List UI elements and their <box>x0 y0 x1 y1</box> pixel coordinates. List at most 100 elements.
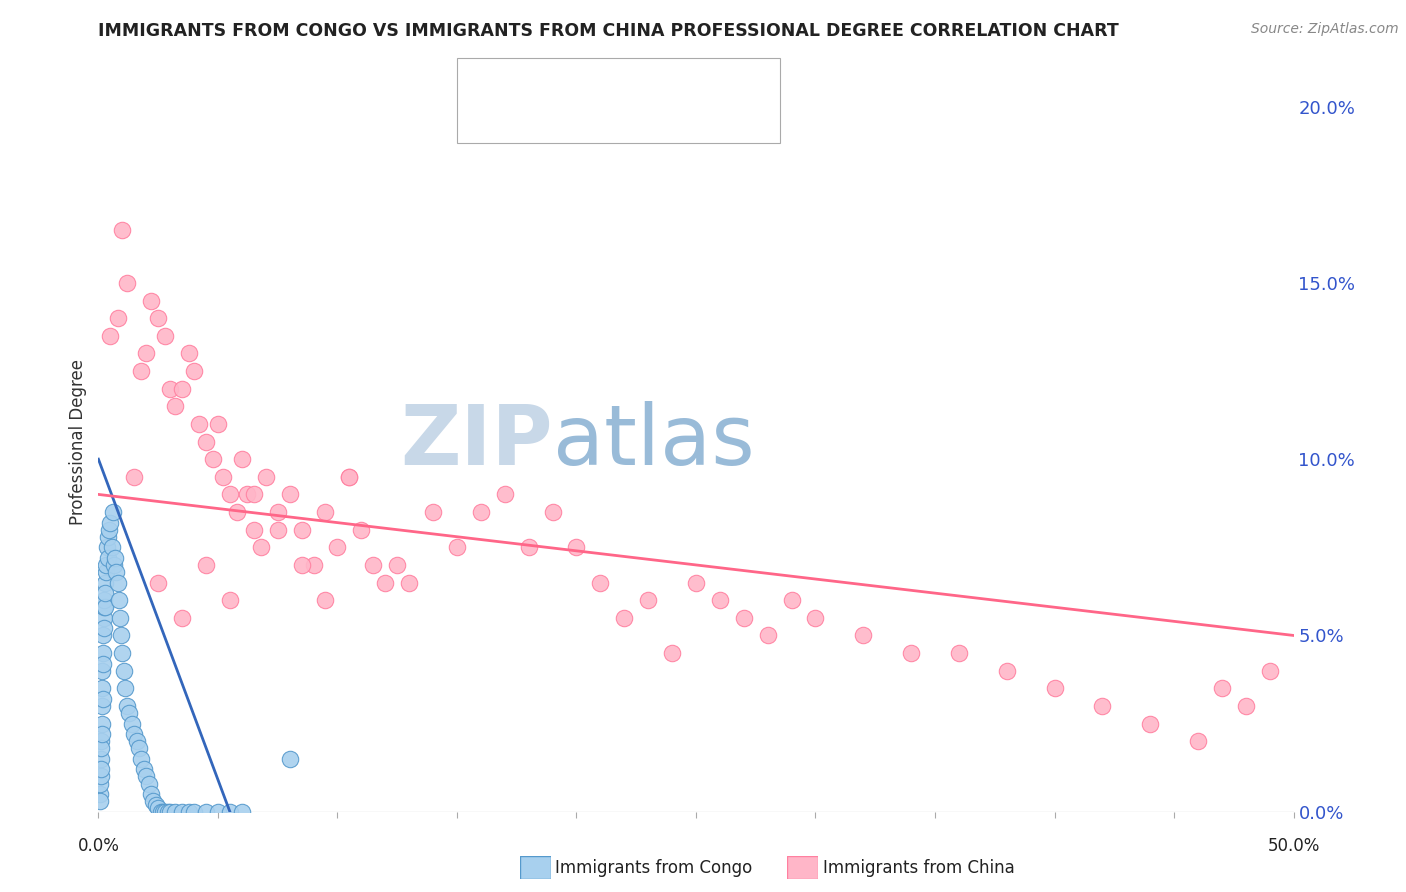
Point <box>139 787 162 801</box>
Point <box>756 628 779 642</box>
Point <box>155 328 177 343</box>
Point <box>995 664 1018 678</box>
Point <box>90 763 112 777</box>
Point <box>172 611 194 625</box>
Point <box>156 805 179 819</box>
Point <box>89 794 111 808</box>
Point <box>94 586 117 600</box>
Point <box>98 523 121 537</box>
Point <box>231 452 253 467</box>
Point <box>226 505 249 519</box>
Point <box>132 763 155 777</box>
Point <box>278 487 301 501</box>
Point <box>91 727 114 741</box>
Point <box>195 434 218 449</box>
Point <box>494 487 516 501</box>
Point <box>254 470 277 484</box>
Point <box>90 769 112 783</box>
Point <box>125 734 148 748</box>
Point <box>94 558 117 572</box>
Point <box>93 575 115 590</box>
Text: N =: N = <box>612 112 651 130</box>
Point <box>131 752 153 766</box>
Text: 0.0%: 0.0% <box>77 837 120 855</box>
Point <box>159 805 181 819</box>
Point <box>900 646 922 660</box>
Point <box>183 364 205 378</box>
Point <box>385 558 409 572</box>
Point <box>148 575 170 590</box>
Point <box>339 470 361 484</box>
Point <box>172 805 194 819</box>
Point <box>90 716 112 731</box>
Point <box>112 664 135 678</box>
Text: atlas: atlas <box>553 401 754 482</box>
Point <box>243 523 266 537</box>
Point <box>94 565 117 579</box>
Y-axis label: Professional Degree: Professional Degree <box>69 359 87 524</box>
Point <box>565 541 588 555</box>
Point <box>1139 716 1161 731</box>
Point <box>115 276 138 290</box>
Point <box>211 470 233 484</box>
Point <box>135 346 157 360</box>
Point <box>107 593 129 607</box>
Text: ZIP: ZIP <box>401 401 553 482</box>
Point <box>148 801 170 815</box>
Point <box>142 794 165 808</box>
Point <box>96 550 118 565</box>
Point <box>1211 681 1233 696</box>
Point <box>94 600 117 615</box>
Point <box>350 523 373 537</box>
Point <box>100 541 122 555</box>
Point <box>105 565 128 579</box>
Point <box>128 741 150 756</box>
Point <box>118 706 141 720</box>
Point <box>163 805 186 819</box>
Point <box>267 523 290 537</box>
Point <box>98 328 122 343</box>
Point <box>89 787 111 801</box>
Point <box>131 364 153 378</box>
Point <box>93 657 115 671</box>
Text: -0.305: -0.305 <box>543 78 607 96</box>
Point <box>103 558 125 572</box>
Point <box>685 575 707 590</box>
Point <box>363 558 385 572</box>
Point <box>1234 698 1257 713</box>
Point <box>1258 664 1281 678</box>
Point <box>637 593 659 607</box>
Point <box>195 558 218 572</box>
Point <box>163 399 186 413</box>
Point <box>613 611 636 625</box>
Point <box>1187 734 1209 748</box>
Point <box>517 541 540 555</box>
Point <box>202 452 225 467</box>
Point <box>948 646 970 660</box>
Point <box>470 505 492 519</box>
Point <box>111 646 134 660</box>
Point <box>267 505 290 519</box>
Text: 50.0%: 50.0% <box>1267 837 1320 855</box>
Point <box>315 593 337 607</box>
Point <box>219 487 242 501</box>
Point <box>97 530 120 544</box>
Point <box>155 805 177 819</box>
Point <box>138 776 160 790</box>
Point <box>93 600 115 615</box>
Point <box>219 805 242 819</box>
Point <box>91 628 114 642</box>
Point <box>315 505 337 519</box>
Point <box>124 470 146 484</box>
Point <box>121 716 143 731</box>
Point <box>104 550 127 565</box>
Point <box>302 558 325 572</box>
Point <box>250 541 273 555</box>
Point <box>93 611 115 625</box>
Point <box>148 311 170 326</box>
Point <box>291 523 314 537</box>
Point <box>93 621 115 635</box>
Point <box>422 505 444 519</box>
Point <box>780 593 803 607</box>
Point <box>207 417 229 431</box>
